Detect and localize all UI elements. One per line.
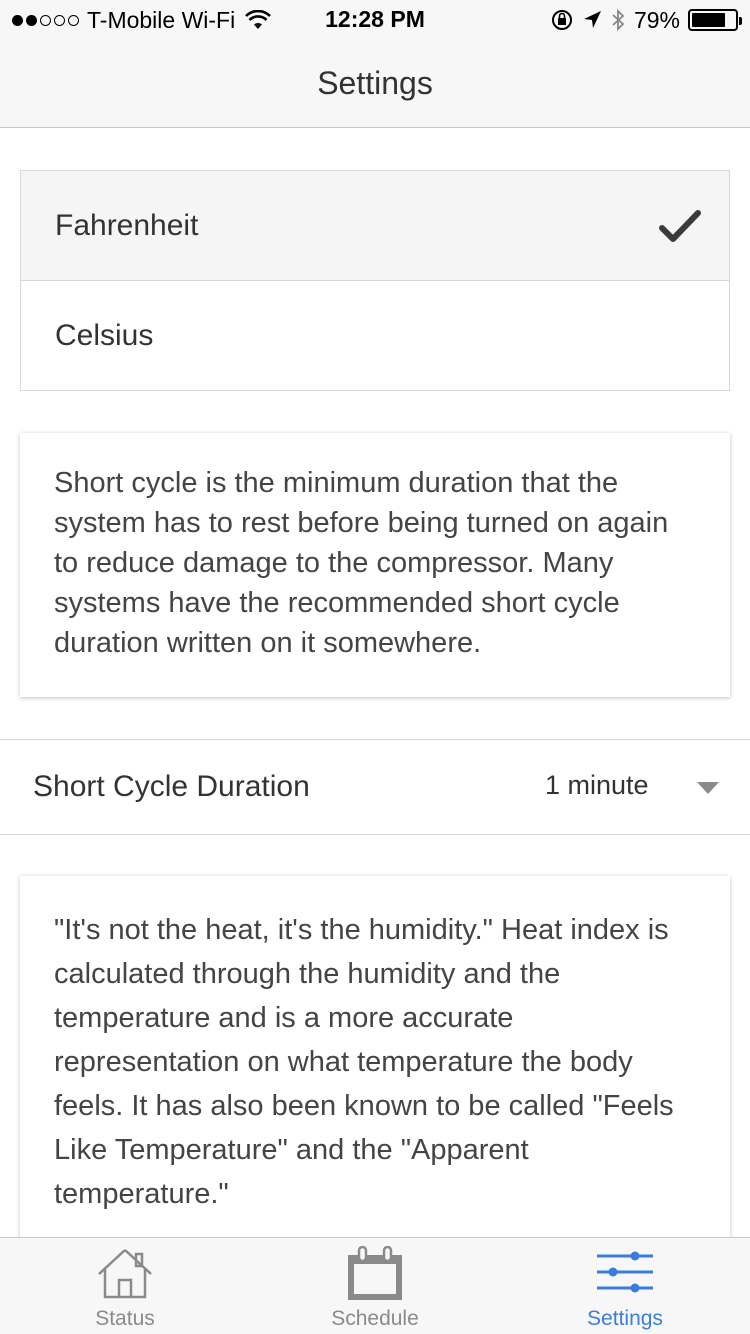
status-left: T-Mobile Wi-Fi [12, 6, 272, 34]
status-time: 12:28 PM [325, 6, 425, 32]
tab-settings[interactable]: Settings [500, 1238, 750, 1334]
orientation-lock-icon [551, 10, 572, 30]
heat-index-info-card: "It's not the heat, it's the humidity." … [20, 876, 730, 1256]
tab-schedule[interactable]: Schedule [250, 1238, 500, 1334]
temperature-unit-list: Fahrenheit Celsius [20, 170, 730, 391]
bluetooth-icon [612, 8, 625, 32]
dropdown-caret-icon[interactable] [697, 782, 719, 794]
navigation-bar: Settings [0, 40, 750, 128]
tab-label: Schedule [331, 1307, 419, 1330]
house-icon [98, 1249, 152, 1299]
short-cycle-info-card: Short cycle is the minimum duration that… [20, 433, 730, 697]
status-bar: T-Mobile Wi-Fi 12:28 PM 79% [0, 0, 750, 40]
tab-label: Settings [587, 1307, 663, 1330]
short-cycle-duration-value[interactable]: 1 minute [545, 770, 649, 800]
wifi-icon [245, 10, 272, 29]
battery-level [692, 13, 726, 27]
sliders-icon [597, 1251, 653, 1293]
location-arrow-icon [583, 11, 601, 28]
page-title: Settings [317, 65, 433, 101]
short-cycle-description: Short cycle is the minimum duration that… [54, 467, 669, 659]
tab-label: Status [95, 1307, 155, 1330]
unit-option-celsius[interactable]: Celsius [21, 281, 729, 391]
unit-option-label: Celsius [55, 319, 154, 352]
carrier-name: T-Mobile Wi-Fi [87, 6, 236, 33]
short-cycle-duration-row[interactable]: Short Cycle Duration 1 minute [0, 739, 750, 835]
short-cycle-duration-label: Short Cycle Duration [33, 770, 310, 803]
battery-icon [688, 9, 742, 31]
tab-status[interactable]: Status [0, 1238, 250, 1334]
signal-strength-icon [12, 14, 79, 26]
unit-option-fahrenheit[interactable]: Fahrenheit [21, 171, 729, 281]
tab-bar: Status Schedule Settings [0, 1237, 750, 1334]
heat-index-description: "It's not the heat, it's the humidity." … [54, 914, 674, 1210]
checkmark-icon [659, 210, 701, 242]
calendar-icon [348, 1246, 402, 1300]
battery-percent: 79% [633, 6, 680, 33]
status-right: 79% [550, 6, 742, 34]
unit-option-label: Fahrenheit [55, 208, 199, 242]
